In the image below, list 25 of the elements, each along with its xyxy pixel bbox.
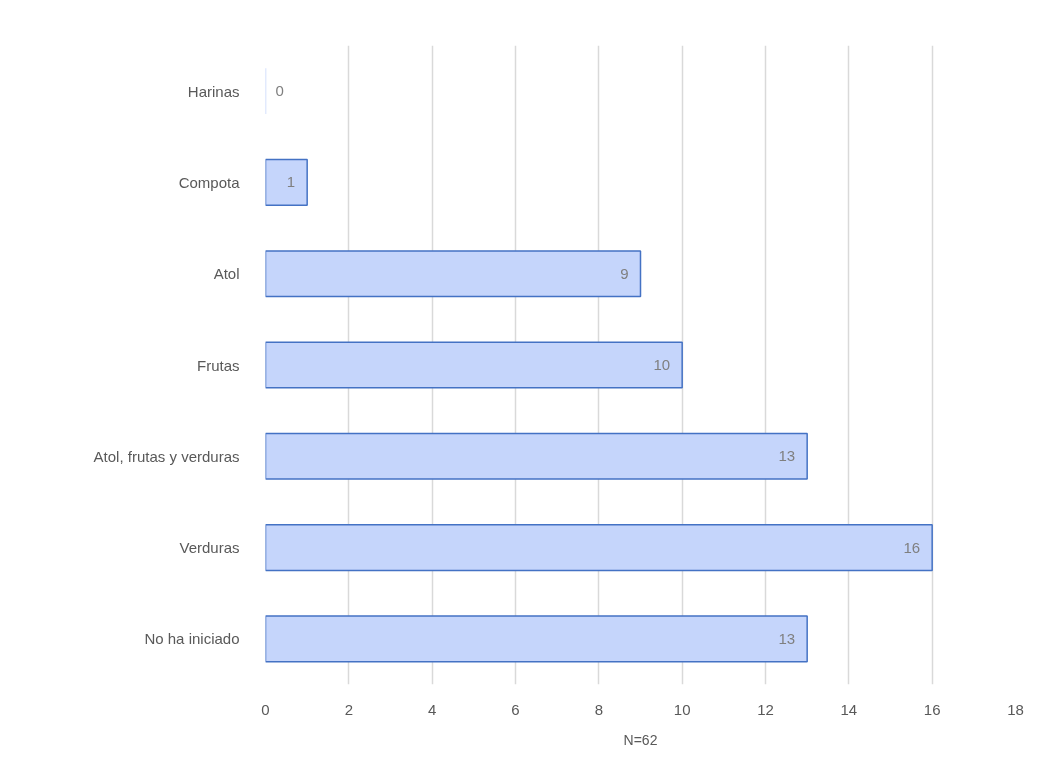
x-tick-label: 6 bbox=[511, 700, 520, 718]
x-tick-label: 12 bbox=[757, 700, 774, 718]
data-label: 16 bbox=[903, 538, 921, 556]
x-tick-label: 18 bbox=[1007, 700, 1024, 718]
x-tick-label: 14 bbox=[840, 700, 858, 718]
y-tick-label: No ha iniciado bbox=[144, 630, 240, 648]
data-label: 1 bbox=[286, 173, 296, 191]
data-label: 9 bbox=[620, 264, 629, 282]
x-tick-label: 16 bbox=[923, 700, 941, 718]
y-tick-label: Atol, frutas y verduras bbox=[93, 447, 240, 465]
data-label: 0 bbox=[275, 82, 284, 100]
y-tick-label: Harinas bbox=[187, 82, 240, 100]
data-label: 13 bbox=[778, 447, 796, 465]
x-tick-label: 10 bbox=[673, 700, 691, 718]
x-tick-label: 8 bbox=[594, 700, 604, 718]
x-tick-label: 4 bbox=[428, 700, 437, 718]
data-label: 10 bbox=[653, 356, 671, 373]
y-tick-label: Verduras bbox=[179, 539, 240, 557]
x-tick-label: 2 bbox=[344, 700, 354, 718]
y-tick-label: Frutas bbox=[196, 356, 240, 374]
x-axis-title: N=62 bbox=[623, 731, 658, 748]
x-tick-label: 0 bbox=[261, 700, 270, 718]
y-tick-label: Atol bbox=[213, 265, 240, 283]
data-label: 13 bbox=[778, 629, 796, 647]
y-tick-label: Compota bbox=[178, 173, 241, 191]
